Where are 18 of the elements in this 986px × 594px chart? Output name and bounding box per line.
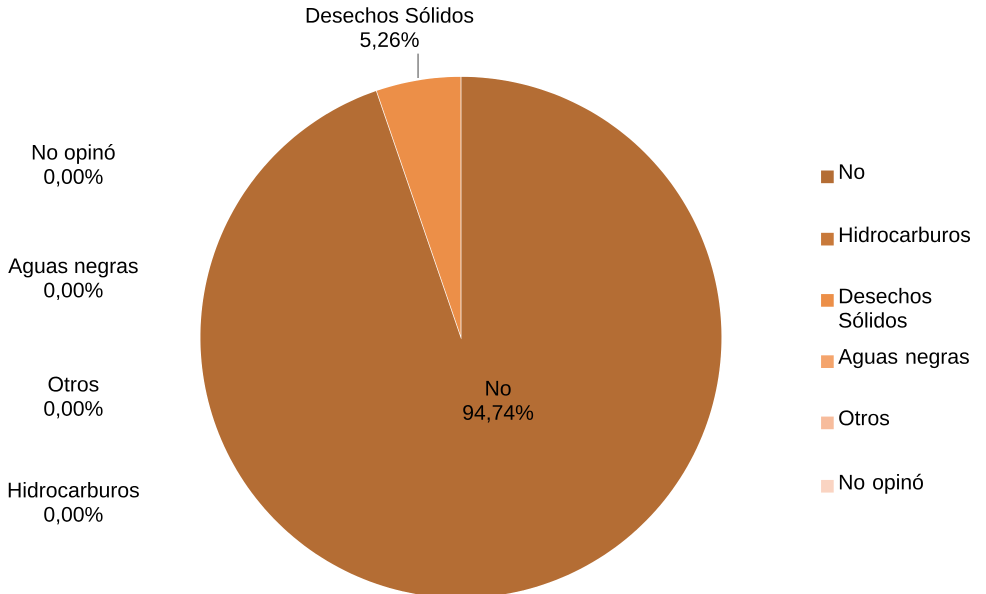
legend-label: No	[840, 164, 864, 180]
slice-label: Desechos Sólidos	[306, 7, 474, 23]
category-label: Otros	[48, 376, 98, 392]
text: 0,00%	[44, 282, 103, 300]
legend-label: Otros	[839, 410, 890, 426]
category-label: Hidrocarburos	[8, 482, 139, 498]
data-label: 94,74%	[463, 404, 534, 422]
legend-label: Desechos Sólidos	[839, 288, 932, 328]
text: 0,00%	[44, 400, 103, 418]
text: 0,00%	[44, 169, 103, 186]
data-label: 5,26%	[360, 32, 419, 50]
text: 0,00%	[44, 506, 103, 524]
category-label: No opinó	[32, 144, 115, 164]
legend-label: No opinó	[840, 474, 923, 494]
legend-label: Hidrocarburos	[840, 226, 970, 242]
slice-label: No	[486, 380, 511, 396]
legend-label: Aguas negras	[838, 349, 969, 368]
category-label: Aguas negras	[8, 258, 138, 278]
